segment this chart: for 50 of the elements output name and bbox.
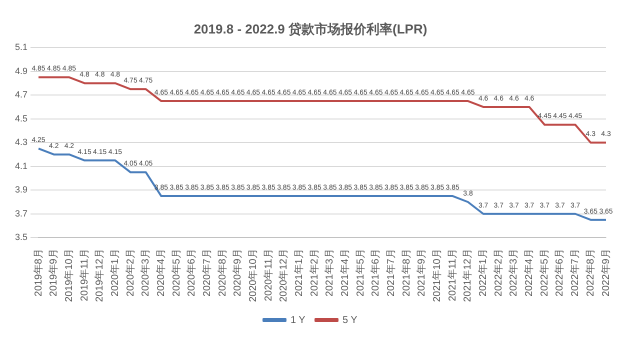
y-tick-label: 3.7 xyxy=(14,208,28,218)
x-tick-label: 2019年9月 xyxy=(48,248,60,296)
x-tick-label: 2020年2月 xyxy=(124,248,136,296)
x-tick-label: 2021年11月 xyxy=(446,248,458,302)
x-tick-label: 2022年9月 xyxy=(600,248,612,296)
x-tick-label: 2021年3月 xyxy=(324,248,336,296)
legend-label: 5 Y xyxy=(342,314,358,326)
y-tick-label: 4.1 xyxy=(14,160,28,171)
x-tick-label: 2022年2月 xyxy=(492,248,504,296)
y-tick-label: 3.5 xyxy=(14,232,28,242)
legend-label: 1 Y xyxy=(290,314,306,326)
x-tick-label: 2021年1月 xyxy=(293,248,305,296)
x-tick-label: 2019年8月 xyxy=(32,248,44,296)
x-tick-label: 2019年10月 xyxy=(62,248,75,302)
x-tick-label: 2021年6月 xyxy=(370,248,382,296)
x-tick-label: 2021年7月 xyxy=(385,248,398,296)
y-tick-label: 4.9 xyxy=(14,66,28,76)
x-tick-label: 2021年2月 xyxy=(308,248,320,296)
x-tick-label: 2019年12月 xyxy=(94,248,106,302)
y-tick-label: 4.5 xyxy=(14,113,28,124)
x-tick-label: 2021年5月 xyxy=(354,248,366,296)
x-tick-label: 2021年12月 xyxy=(462,248,474,302)
x-tick-label: 2020年12月 xyxy=(278,248,290,302)
x-tick-label: 2020年5月 xyxy=(170,248,182,296)
x-tick-label: 2022年7月 xyxy=(569,248,582,296)
x-tick-label: 2020年1月 xyxy=(108,248,121,296)
x-tick-label: 2022年4月 xyxy=(523,248,536,296)
x-tick-label: 2020年6月 xyxy=(186,248,198,296)
x-tick-label: 2020年4月 xyxy=(154,248,167,296)
x-tick-label: 2020年8月 xyxy=(216,248,228,296)
x-tick-label: 2022年8月 xyxy=(584,248,596,296)
x-tick-label: 2020年7月 xyxy=(200,248,213,296)
x-tick-label: 2022年1月 xyxy=(477,248,490,296)
x-tick-label: 2019年11月 xyxy=(78,248,90,302)
x-tick-label: 2020年11月 xyxy=(262,248,274,302)
y-tick-label: 4.7 xyxy=(14,90,28,100)
x-tick-label: 2021年9月 xyxy=(416,248,428,296)
x-tick-label: 2020年3月 xyxy=(140,248,152,296)
y-tick-label: 4.3 xyxy=(14,137,28,148)
x-tick-label: 2021年10月 xyxy=(431,248,444,302)
x-tick-label: 2021年8月 xyxy=(400,248,412,296)
chart-title: 2019.8 - 2022.9 贷款市场报价利率(LPR) xyxy=(194,21,428,36)
x-tick-label: 2020年10月 xyxy=(246,248,259,302)
x-tick-label: 2021年4月 xyxy=(339,248,352,296)
y-tick-label: 3.9 xyxy=(14,184,28,195)
x-tick-label: 2020年9月 xyxy=(232,248,244,296)
x-tick-label: 2022年6月 xyxy=(554,248,566,296)
x-tick-label: 2022年5月 xyxy=(538,248,550,296)
x-tick-label: 2022年3月 xyxy=(508,248,520,296)
y-tick-label: 5.1 xyxy=(14,42,28,52)
